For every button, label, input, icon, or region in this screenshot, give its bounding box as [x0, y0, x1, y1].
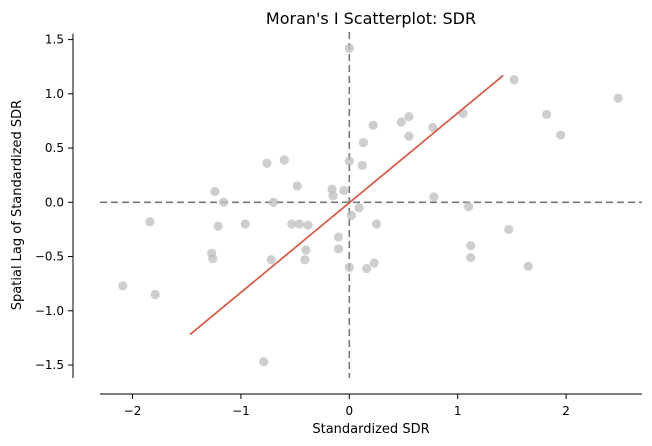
y-tick-label: −1.5	[35, 358, 64, 372]
scatter-point	[369, 258, 379, 268]
x-tick-label: 2	[562, 404, 570, 418]
scatter-point	[268, 197, 279, 207]
scatter-point	[294, 219, 305, 229]
y-axis-label: Spatial Lag of Standardized SDR	[10, 100, 25, 310]
scatter-point	[145, 217, 155, 227]
scatter-point	[556, 130, 566, 140]
scatter-point	[346, 210, 357, 220]
reference-lines	[100, 32, 642, 378]
scatter-point	[259, 357, 269, 367]
scatter-point	[150, 289, 160, 300]
scatter-point	[368, 120, 378, 130]
scatter-point	[542, 109, 552, 120]
regression-line	[189, 74, 504, 336]
scatter-point	[328, 191, 338, 201]
scatter-point	[344, 262, 354, 272]
scatter-point	[466, 241, 476, 251]
scatter-point	[404, 131, 414, 141]
scatter-point	[262, 158, 272, 168]
scatter-point	[429, 192, 439, 202]
scatter-point	[208, 254, 218, 264]
scatter-point	[210, 186, 220, 197]
scatter-point	[303, 220, 313, 230]
scatter-point	[287, 219, 297, 229]
y-axis-ticks: −1.5 −1.0 −0.5 0.0 0.5 1.0 1.5	[35, 33, 73, 372]
scatter-points	[118, 43, 623, 367]
x-tick-label: 0	[345, 404, 353, 418]
scatter-point	[463, 202, 474, 212]
y-tick-label: 1.5	[45, 33, 64, 47]
y-tick-label: 0.0	[45, 195, 64, 209]
scatter-point	[344, 43, 354, 53]
scatter-point	[333, 232, 344, 242]
scatter-point	[279, 155, 289, 165]
scatter-point	[362, 263, 372, 274]
x-tick-label: −1	[232, 404, 250, 418]
scatter-point	[371, 219, 382, 229]
scatter-point	[292, 181, 302, 191]
scatter-point	[504, 224, 514, 235]
scatter-point	[344, 156, 354, 166]
x-tick-label: −2	[124, 404, 142, 418]
y-tick-label: 0.5	[45, 141, 64, 155]
scatter-point	[300, 255, 310, 265]
y-tick-label: −1.0	[35, 304, 64, 318]
scatter-point	[466, 253, 476, 263]
scatter-point	[266, 255, 276, 265]
y-tick-label: −0.5	[35, 250, 64, 264]
scatter-point	[118, 281, 128, 291]
scatter-point	[428, 122, 438, 133]
scatter-point	[613, 93, 623, 103]
scatter-point	[509, 75, 519, 85]
x-axis-label: Standardized SDR	[312, 422, 429, 437]
scatter-point	[404, 112, 414, 122]
chart-title: Moran's I Scatterplot: SDR	[266, 9, 476, 28]
scatter-point	[339, 185, 349, 195]
fit-line	[189, 74, 504, 336]
scatter-point	[333, 244, 344, 254]
scatter-point	[396, 117, 406, 127]
axes	[72, 33, 642, 395]
scatter-point	[523, 261, 533, 271]
x-tick-label: 1	[454, 404, 462, 418]
scatter-point	[301, 245, 311, 255]
scatter-point	[357, 160, 367, 171]
scatter-point	[213, 221, 223, 231]
scatter-point	[358, 138, 369, 148]
scatter-point	[218, 197, 229, 207]
x-axis-ticks: −2 −1 0 1 2	[124, 394, 570, 418]
y-tick-label: 1.0	[45, 87, 64, 101]
scatter-point	[240, 219, 250, 229]
scatter-point	[354, 203, 364, 213]
